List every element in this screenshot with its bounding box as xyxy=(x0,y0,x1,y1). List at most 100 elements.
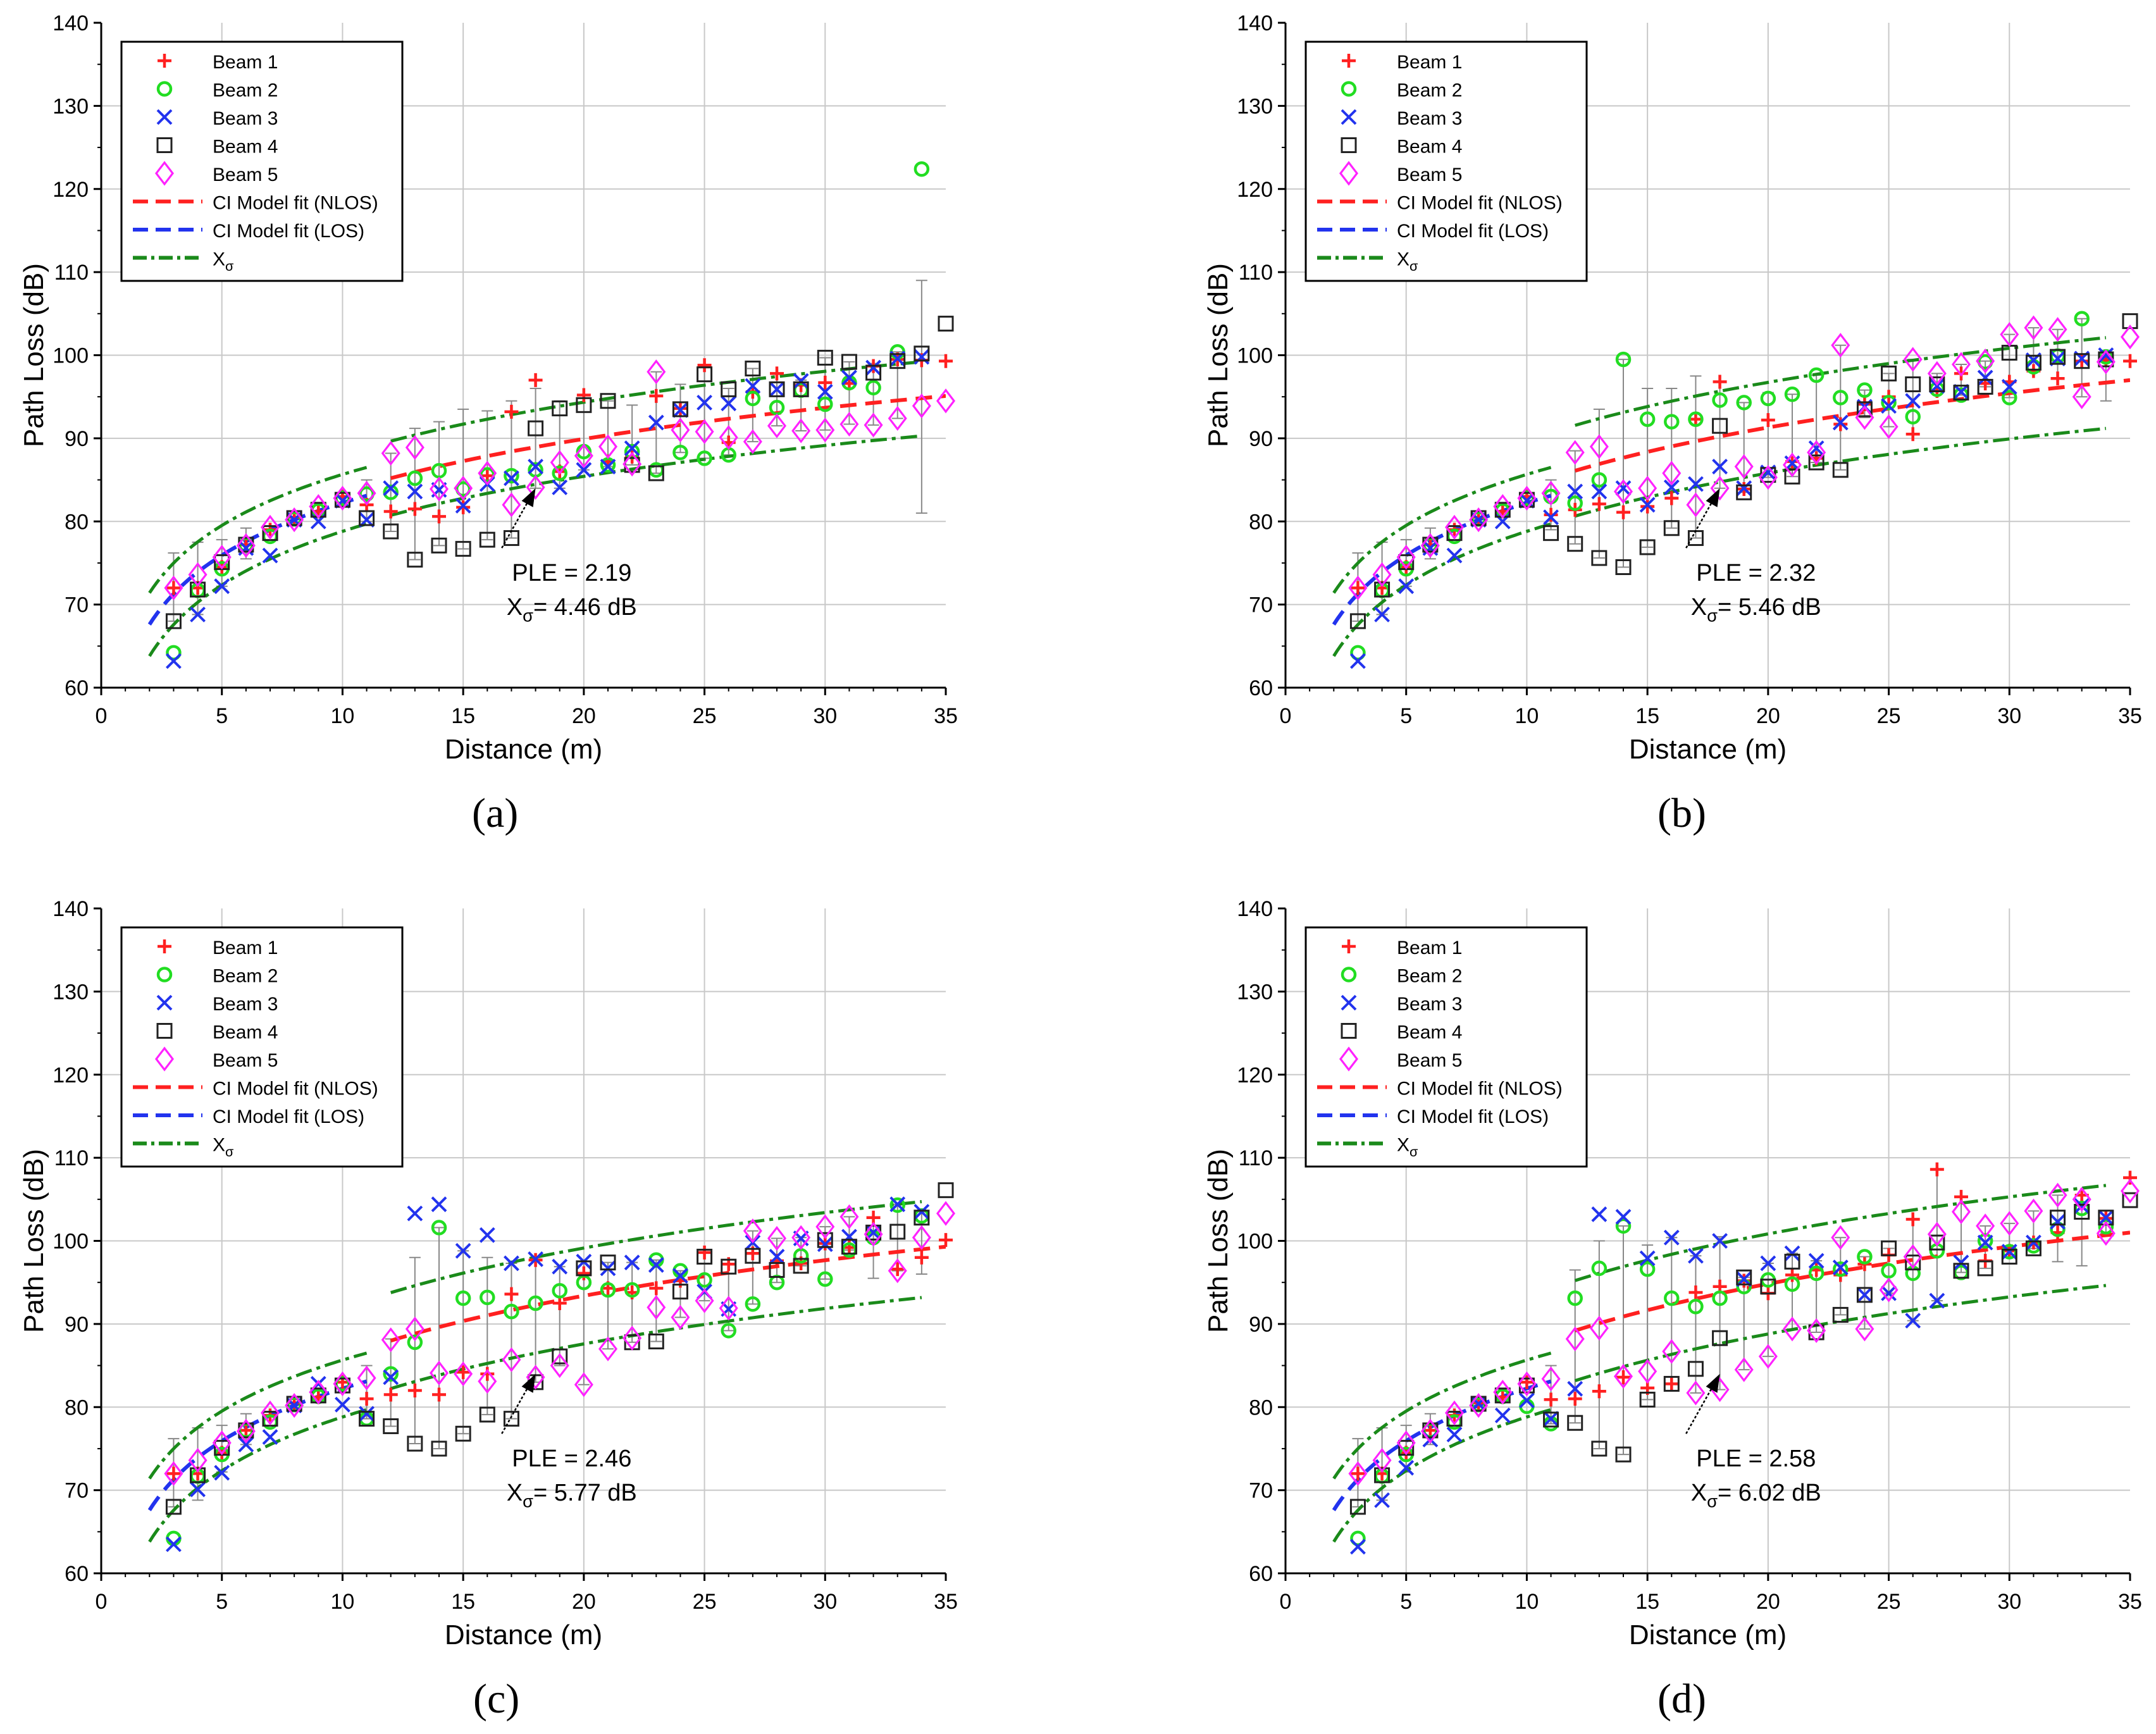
data-point xyxy=(383,504,398,519)
data-point xyxy=(1544,1392,1558,1407)
data-point xyxy=(1782,1316,1802,1342)
data-point xyxy=(236,1418,256,1444)
data-point xyxy=(864,1222,883,1247)
axes: 0 5 10 15 20 25 30 35 60 70 80 90 100 110 120 130 140 xyxy=(1237,11,2142,728)
data-point xyxy=(1784,468,1800,485)
data-point xyxy=(1808,454,1825,471)
y-tick-label: 140 xyxy=(1237,11,1273,35)
data-point xyxy=(1951,352,1971,377)
legend-marker xyxy=(1339,161,1359,186)
legend-marker xyxy=(1341,137,1357,153)
annotation: PLE = 2.58 Xσ= 6.02 dB xyxy=(1685,1373,1821,1511)
data-point xyxy=(1592,497,1606,511)
legend-label: Beam 5 xyxy=(1397,164,1462,185)
data-point xyxy=(817,383,833,400)
data-point xyxy=(1372,1447,1392,1473)
data-point xyxy=(407,1435,423,1452)
data-point xyxy=(2074,1198,2090,1214)
data-point xyxy=(164,1461,183,1486)
y-tick-label: 120 xyxy=(1237,1063,1273,1087)
data-point xyxy=(648,1333,664,1349)
data-point xyxy=(431,537,447,554)
data-point xyxy=(188,562,208,587)
data-point xyxy=(1591,472,1608,488)
y-tick-label: 130 xyxy=(1237,94,1273,118)
data-point xyxy=(1856,1287,1873,1303)
data-point xyxy=(1688,1299,1704,1315)
y-tick-label: 100 xyxy=(53,344,89,368)
y-tick-label: 120 xyxy=(1237,178,1273,202)
data-point xyxy=(2072,384,2091,409)
data-point xyxy=(719,1296,738,1321)
data-point xyxy=(745,361,761,377)
data-point xyxy=(697,1245,712,1260)
data-point xyxy=(576,1260,592,1277)
sigma-band-nlos-lower xyxy=(1574,1284,2107,1382)
data-point xyxy=(1567,536,1583,552)
sigma-band-los-upper xyxy=(148,1351,368,1480)
data-point xyxy=(552,1258,568,1275)
data-point xyxy=(769,381,785,397)
legend-label: Beam 4 xyxy=(213,137,278,158)
data-point xyxy=(624,440,640,457)
data-point xyxy=(1734,1357,1754,1382)
data-point xyxy=(1857,1287,1873,1303)
data-point xyxy=(552,1296,567,1311)
data-point xyxy=(695,1288,714,1313)
data-point xyxy=(1953,385,1969,401)
ple-label: PLE = 2.46 xyxy=(512,1446,631,1472)
legend-marker xyxy=(1341,1023,1357,1039)
data-point xyxy=(1422,540,1439,556)
data-point xyxy=(1782,452,1802,478)
data-point xyxy=(454,1361,473,1387)
data-point xyxy=(239,1423,253,1438)
data-point xyxy=(1613,479,1633,504)
y-tick-label: 90 xyxy=(1249,1313,1273,1337)
data-point xyxy=(672,402,688,418)
data-point xyxy=(1784,1253,1800,1270)
data-point xyxy=(1758,1344,1778,1369)
data-point xyxy=(1493,1379,1513,1405)
legend-label: Beam 2 xyxy=(213,966,278,987)
data-point xyxy=(550,450,569,475)
legend: Beam 1 Beam 2 Beam 3 Beam 4 Beam 5 CI Model f… xyxy=(1304,40,1588,282)
data-point xyxy=(1469,1392,1489,1418)
data-point xyxy=(1398,578,1415,595)
subfigure-label-d: (d) xyxy=(1657,1676,1706,1722)
data-point xyxy=(672,1284,688,1300)
data-point xyxy=(1881,365,1897,381)
data-point xyxy=(1420,1418,1440,1444)
data-point xyxy=(1639,539,1656,555)
legend-label: CI Model fit (LOS) xyxy=(1397,221,1549,242)
data-point xyxy=(2000,322,2019,347)
data-point xyxy=(793,373,809,389)
data-point xyxy=(1494,1407,1511,1423)
sigma-band-nlos-lower xyxy=(390,1296,922,1390)
legend-marker xyxy=(1341,994,1357,1011)
data-point xyxy=(262,525,278,542)
data-point xyxy=(1879,414,1899,440)
data-point xyxy=(479,1406,495,1423)
y-tick-label: 80 xyxy=(65,510,89,534)
data-point xyxy=(1591,1440,1608,1457)
data-point xyxy=(165,613,182,629)
data-point xyxy=(1615,559,1632,576)
legend-marker xyxy=(1342,939,1356,953)
data-point xyxy=(1832,1260,1849,1275)
error-bar xyxy=(1762,1262,1774,1358)
data-point xyxy=(2025,354,2041,371)
data-point xyxy=(405,1316,424,1342)
data-point xyxy=(697,1272,712,1288)
sigma-band-los-lower xyxy=(148,522,368,657)
error-bar xyxy=(457,1250,469,1435)
data-point xyxy=(528,459,543,474)
data-point xyxy=(1976,349,1995,374)
y-tick-label: 70 xyxy=(65,1479,89,1503)
data-point xyxy=(1469,507,1489,533)
data-point xyxy=(1712,392,1728,408)
data-point xyxy=(1348,575,1368,600)
data-point xyxy=(504,1303,519,1320)
series-beam-3 xyxy=(1350,347,2114,669)
y-tick-label: 110 xyxy=(54,1146,89,1170)
error-bar xyxy=(771,373,783,427)
